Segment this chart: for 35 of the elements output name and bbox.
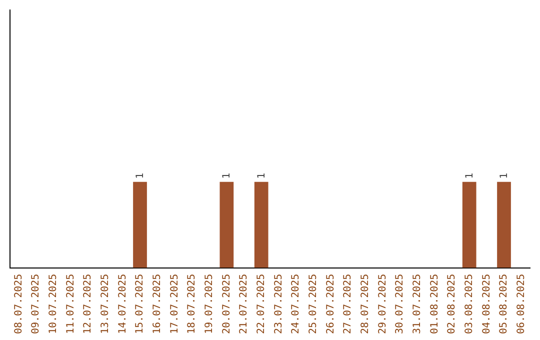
x-tick-label: 17.07.2025 [169,274,180,334]
x-tick-label: 23.07.2025 [273,274,284,334]
x-tick-label: 13.07.2025 [100,274,111,334]
x-tick-label: 12.07.2025 [82,274,94,334]
x-tick-label: 03.08.2025 [464,274,475,334]
x-tick-label: 18.07.2025 [186,274,198,334]
data-label: 1 [222,172,233,179]
x-tick-label: 04.08.2025 [481,274,492,334]
x-tick-label: 10.07.2025 [48,274,59,334]
data-label: 1 [256,172,268,179]
x-tick-label: 19.07.2025 [204,274,215,334]
data-label: 1 [499,172,510,179]
x-tick-label: 21.07.2025 [238,274,250,334]
x-tick-label: 30.07.2025 [394,274,406,334]
x-tick-label: 31.07.2025 [412,274,423,334]
x-tick-label: 29.07.2025 [377,274,388,334]
x-tick-label: 05.08.2025 [498,274,510,334]
x-tick-label: 15.07.2025 [134,274,146,334]
data-label: 1 [135,172,146,179]
x-tick-label: 01.08.2025 [429,274,440,334]
x-tick-label: 06.08.2025 [516,274,527,334]
x-tick-label: 09.07.2025 [30,274,42,334]
x-tick-label: 11.07.2025 [65,274,76,334]
x-tick-label: 27.07.2025 [342,274,354,334]
data-label: 1 [464,172,476,179]
x-tick-label: 02.08.2025 [446,274,458,334]
x-tick-label: 08.07.2025 [13,274,24,334]
x-tick-label: 16.07.2025 [152,274,163,334]
x-tick-label: 22.07.2025 [256,274,267,334]
x-tick-label: 28.07.2025 [360,274,371,334]
x-tick-label: 26.07.2025 [325,274,336,334]
x-tick-label: 24.07.2025 [290,274,302,334]
x-tick-label: 25.07.2025 [308,274,319,334]
x-tick-label: 14.07.2025 [117,274,128,334]
x-tick-label: 20.07.2025 [221,274,232,334]
